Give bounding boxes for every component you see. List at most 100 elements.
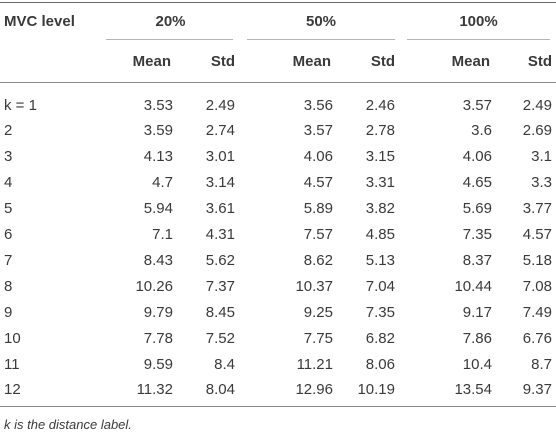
mean-cell: 5.89	[303, 199, 333, 217]
table-row: 12 11.32 8.04 12.96 10.19 13.54 9.37	[0, 377, 556, 409]
mean-cell: 9.79	[143, 303, 173, 321]
std-cell: 3.61	[205, 199, 235, 217]
mean-cell: 3.57	[303, 121, 333, 139]
std-cell: 3.14	[205, 173, 235, 191]
std-cell: 6.82	[365, 329, 395, 347]
group-label: 20%	[155, 12, 186, 30]
mean-cell: 5.69	[462, 199, 492, 217]
std-cell: 3.15	[365, 147, 395, 165]
mean-cell: 12.96	[295, 380, 333, 398]
table-row: 6 7.1 4.31 7.57 4.85 7.35 4.57	[0, 221, 556, 247]
std-cell: 7.04	[365, 277, 395, 295]
data-table: MVC level 20% 50% 100% Mean Std Mean	[0, 0, 556, 410]
table-row: 5 5.94 3.61 5.89 3.82 5.69 3.77	[0, 195, 556, 221]
mean-cell: 9.25	[303, 303, 333, 321]
std-cell: 2.46	[365, 96, 395, 114]
std-cell: 3.01	[205, 147, 235, 165]
distance-label-cell: 9	[4, 303, 13, 321]
distance-label-cell: 3	[4, 147, 13, 165]
mean-cell: 4.06	[303, 147, 333, 165]
std-cell: 7.08	[522, 277, 552, 295]
table-row: 7 8.43 5.62 8.62 5.13 8.37 5.18	[0, 247, 556, 273]
std-cell: 2.49	[205, 96, 235, 114]
mean-cell: 10.44	[454, 277, 492, 295]
std-cell: 6.76	[522, 329, 552, 347]
column-header: Std	[339, 40, 401, 83]
std-cell: 8.4	[214, 355, 235, 373]
distance-label-cell: 8	[4, 277, 13, 295]
mean-cell: 7.75	[303, 329, 333, 347]
mean-cell: 9.59	[143, 355, 173, 373]
mean-cell: 3.6	[471, 121, 492, 139]
std-cell: 2.78	[365, 121, 395, 139]
group-header: 100%	[401, 0, 556, 40]
header-row-stats: Mean Std Mean Std Mean Std	[0, 40, 556, 83]
column-header: Std	[179, 40, 241, 83]
mean-cell: 8.37	[462, 251, 492, 269]
table-row: 8 10.26 7.37 10.37 7.04 10.44 7.08	[0, 273, 556, 299]
std-cell: 3.82	[365, 199, 395, 217]
std-cell: 3.77	[522, 199, 552, 217]
table-row: 11 9.59 8.4 11.21 8.06 10.4 8.7	[0, 351, 556, 377]
std-cell: 3.3	[531, 173, 552, 191]
distance-label-cell: 4	[4, 173, 13, 191]
group-label: 50%	[305, 12, 337, 30]
mean-cell: 3.59	[143, 121, 173, 139]
mean-cell: 10.26	[135, 277, 173, 295]
table-footnote: k is the distance label.	[4, 417, 132, 432]
mean-cell: 11.21	[296, 355, 333, 373]
table-row: 3 4.13 3.01 4.06 3.15 4.06 3.1	[0, 143, 556, 169]
std-cell: 7.52	[205, 329, 235, 347]
mean-cell: 3.57	[462, 96, 492, 114]
mean-cell: 4.57	[303, 173, 333, 191]
std-cell: 9.37	[522, 380, 552, 398]
distance-label-cell: 10	[4, 329, 21, 347]
std-cell: 5.18	[522, 251, 552, 269]
header-row-groups: MVC level 20% 50% 100%	[0, 0, 556, 40]
distance-label-cell: k = 1	[4, 96, 37, 114]
bottom-rule	[0, 406, 556, 407]
mean-cell: 7.57	[303, 225, 333, 243]
std-cell: 2.74	[205, 121, 235, 139]
mean-cell: 8.62	[303, 251, 333, 269]
std-cell: 8.45	[205, 303, 235, 321]
std-cell: 7.49	[522, 303, 552, 321]
mean-cell: 3.53	[143, 96, 173, 114]
distance-label-cell: 2	[4, 121, 13, 139]
table-row: 4 4.7 3.14 4.57 3.31 4.65 3.3	[0, 169, 556, 195]
group-underline	[407, 39, 550, 40]
mean-cell: 7.86	[462, 329, 492, 347]
distance-label-cell: 11	[4, 355, 20, 373]
std-cell: 4.31	[205, 225, 235, 243]
mean-cell: 10.37	[295, 277, 333, 295]
top-rule	[0, 2, 556, 3]
empty-header-cell	[0, 40, 100, 83]
column-header: Std	[498, 40, 556, 83]
mean-cell: 9.17	[462, 303, 492, 321]
mean-cell: 7.1	[152, 225, 173, 243]
std-cell: 2.69	[522, 121, 552, 139]
std-cell: 8.06	[365, 355, 395, 373]
std-cell: 3.1	[531, 147, 552, 165]
table-row: 10 7.78 7.52 7.75 6.82 7.86 6.76	[0, 325, 556, 351]
group-label: 100%	[459, 12, 498, 30]
mean-cell: 7.78	[143, 329, 173, 347]
mean-cell: 3.56	[303, 96, 333, 114]
std-cell: 3.31	[365, 173, 395, 191]
distance-label-cell: 6	[4, 225, 13, 243]
mean-cell: 4.7	[152, 173, 173, 191]
std-cell: 4.57	[522, 225, 552, 243]
group-underline	[106, 39, 233, 40]
std-cell: 8.04	[205, 380, 235, 398]
mean-cell: 5.94	[143, 199, 173, 217]
mean-cell: 11.32	[136, 380, 173, 398]
std-cell: 2.49	[522, 96, 552, 114]
std-cell: 7.37	[205, 277, 235, 295]
distance-label-cell: 12	[4, 380, 21, 398]
std-cell: 5.62	[205, 251, 235, 269]
column-header: Mean	[241, 40, 339, 83]
group-underline	[247, 39, 395, 40]
table-row: k = 1 3.53 2.49 3.56 2.46 3.57 2.49	[0, 83, 556, 118]
mean-cell: 10.4	[462, 355, 492, 373]
table-body: k = 1 3.53 2.49 3.56 2.46 3.57 2.49 2 3.59 2.74 3.…	[0, 83, 556, 410]
